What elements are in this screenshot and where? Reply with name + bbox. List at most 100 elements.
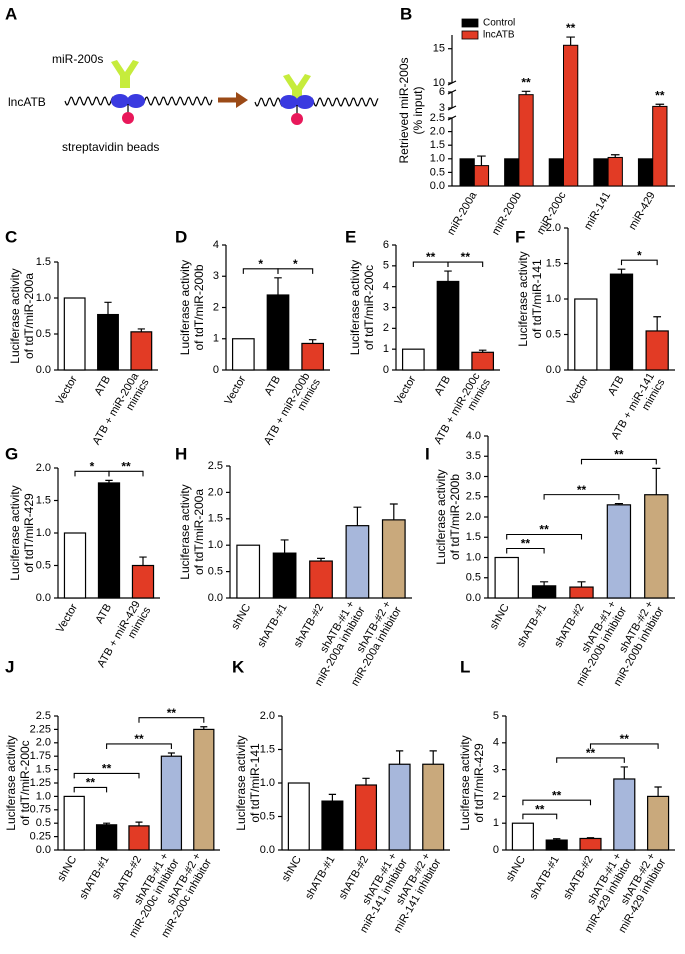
bar: [63, 297, 86, 371]
x-tick-label: ATB: [606, 374, 627, 398]
error-bar: [308, 339, 317, 344]
y-tick-label: 0.0: [36, 592, 51, 604]
bar: [593, 158, 609, 187]
y-tick-label: 3: [493, 764, 499, 776]
y-tick-label: 0.5: [36, 817, 51, 829]
error-bar: [444, 270, 452, 282]
bar: [301, 342, 325, 371]
panel-letter: F: [515, 227, 525, 246]
y-tick-label: 1.5: [36, 256, 51, 268]
y-axis-label: Luciferase activity: [458, 735, 472, 830]
y-tick-label: 2.0: [430, 126, 445, 138]
significance-label: **: [167, 706, 177, 720]
error-bar: [521, 90, 531, 95]
y-tick-label: 1.0: [466, 551, 481, 563]
bar: [354, 784, 378, 851]
y-axis-label: of tdT/miR-429: [22, 493, 36, 573]
significance-label: **: [521, 75, 531, 89]
bar: [287, 782, 310, 851]
y-axis-label: Luciferase activity: [8, 485, 22, 580]
y-tick-label: 0.0: [546, 364, 561, 376]
x-tick-label-group: Vector: [54, 374, 80, 407]
y-tick-label: 2: [493, 790, 499, 802]
mirna-icon: [111, 60, 139, 88]
error-bar: [566, 36, 575, 46]
y-tick-label: 15: [433, 43, 445, 55]
significance-bracket: [589, 743, 659, 749]
y-tick-label: 3: [439, 102, 445, 114]
bar: [545, 839, 568, 851]
x-tick-label: shATB-#1: [255, 602, 289, 650]
y-tick-label: 5: [493, 710, 499, 722]
y-tick-label: 3.5: [466, 450, 481, 462]
panel-letter: J: [5, 657, 14, 676]
bar: [645, 330, 669, 371]
significance-bracket: [106, 743, 172, 749]
y-tick-label: 1.5: [208, 513, 223, 525]
error-bar: [353, 506, 362, 526]
y-tick-label: 0.5: [466, 572, 481, 584]
significance-bracket: [580, 458, 657, 465]
y-axis-label: of tdT/miR-200c: [362, 265, 376, 350]
significance-label: **: [521, 537, 531, 551]
significance-label: **: [620, 732, 630, 746]
bar: [574, 298, 598, 371]
bar: [606, 504, 632, 599]
y-tick-label: 1.5: [546, 257, 561, 269]
y-axis-label: of tdT/miR-141: [530, 259, 544, 339]
bar: [381, 519, 406, 599]
y-tick-label: 0.0: [36, 364, 51, 376]
bar: [569, 586, 594, 599]
x-tick-label: shATB-#1: [527, 854, 561, 902]
y-tick-label: 2.5: [36, 710, 51, 722]
mirna-icon: [283, 74, 311, 100]
y-axis-label: of tdT/miR-200a: [192, 489, 206, 575]
panel-letter: I: [425, 444, 430, 463]
x-tick-label-group: shNC: [280, 854, 304, 884]
y-tick-label: 2.0: [546, 222, 561, 234]
y-axis-label: of tdT/miR-429: [472, 743, 486, 823]
x-tick-label: ATB: [262, 374, 283, 398]
y-tick-label: 2.0: [208, 486, 223, 498]
x-tick-label-group: miR-429: [627, 190, 658, 232]
x-tick-label: shNC: [504, 854, 528, 884]
legend-label: lncATB: [483, 30, 515, 41]
bar: [637, 158, 654, 187]
y-axis-label: Luciferase activity: [4, 735, 18, 830]
error-bar: [139, 556, 147, 566]
significance-bracket: [138, 717, 205, 723]
significance-bracket: [73, 786, 108, 793]
significance-bracket: [108, 470, 144, 477]
y-tick-label: 0.5: [430, 166, 445, 178]
x-tick-label: Vector: [54, 602, 80, 635]
binder-icon: [280, 95, 298, 109]
x-tick-label-group: shNC: [488, 602, 512, 632]
bar: [422, 763, 445, 851]
bar: [309, 560, 333, 599]
x-tick-label-group: miR-200a: [445, 189, 480, 237]
beads-label: streptavidin beads: [62, 140, 159, 154]
error-bar: [653, 316, 662, 331]
y-tick-label: 0.5: [546, 328, 561, 340]
x-tick-label: miR-141: [582, 190, 613, 232]
bar: [128, 825, 150, 851]
y-tick-label: 1: [383, 343, 389, 355]
bar: [548, 158, 565, 187]
x-tick-label-group: shATB-#1: [255, 602, 289, 650]
y-tick-label: 4: [493, 737, 499, 749]
y-tick-label: 0: [213, 364, 219, 376]
x-tick-label-group: ATB: [93, 602, 114, 626]
y-tick-label: 2.0: [36, 462, 51, 474]
bar: [95, 824, 118, 851]
y-tick-label: 3: [213, 270, 219, 282]
y-tick-label: 0.5: [260, 810, 275, 822]
x-tick-label-group: Vector: [565, 374, 591, 407]
significance-label: *: [90, 460, 95, 474]
y-axis-label: Luciferase activity: [178, 484, 192, 579]
x-tick-label-group: Vector: [392, 374, 418, 407]
y-tick-label: 2.5: [208, 460, 223, 472]
bar: [193, 728, 215, 851]
bar: [518, 94, 534, 187]
bar: [97, 313, 119, 371]
bar: [473, 165, 490, 187]
